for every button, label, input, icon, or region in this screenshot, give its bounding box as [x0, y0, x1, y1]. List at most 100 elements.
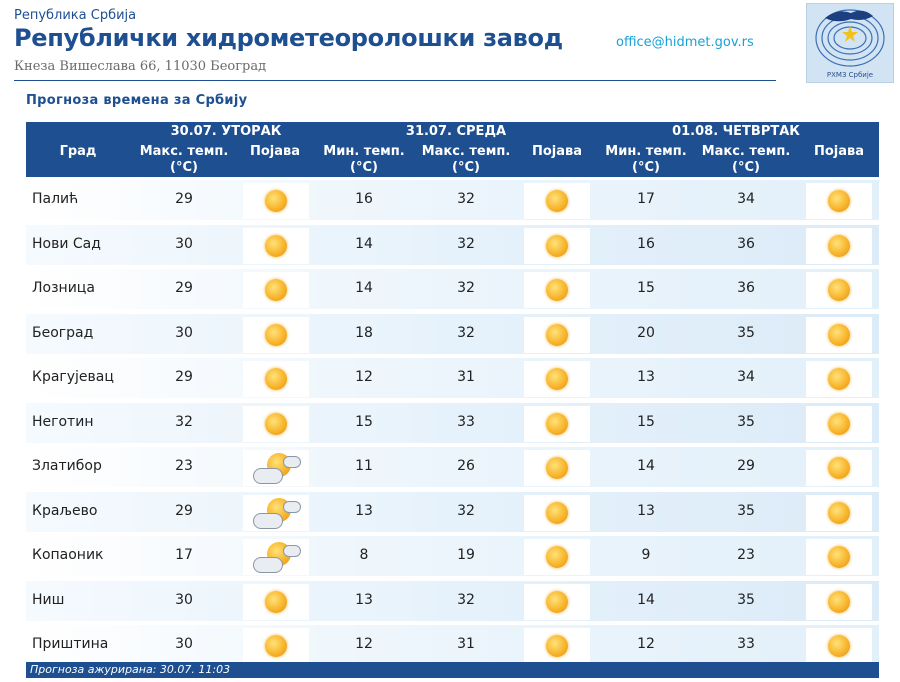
d2-min-value: 16 — [355, 191, 373, 207]
sunny-icon — [243, 583, 309, 620]
d2-max-value: 31 — [457, 636, 475, 652]
sunny-icon — [243, 361, 309, 397]
republic-label: Република Србија — [14, 8, 137, 23]
d3-min-value: 14 — [637, 591, 655, 608]
sunny-icon — [806, 450, 872, 486]
logo-lettering: РХМЗ Србије — [827, 71, 873, 79]
d3-max-value: 35 — [737, 413, 755, 430]
d2-max-value: 33 — [457, 413, 475, 430]
city-name[interactable]: Лозница — [32, 280, 95, 296]
sunny-icon — [243, 183, 309, 219]
d3-min-value: 13 — [637, 369, 655, 385]
city-name[interactable]: Крагујевац — [32, 369, 114, 385]
d3-max-header: Макс. темп. — [701, 144, 791, 159]
d3-min-value: 15 — [637, 413, 655, 430]
d3-max-value: 36 — [737, 235, 755, 252]
city-name[interactable]: Нови Сад — [32, 235, 101, 252]
table-row: Палић 29 16 32 17 34 — [26, 178, 879, 223]
d1-max-value: 30 — [175, 324, 193, 341]
sunny-icon — [806, 405, 872, 442]
day2-header: 31.07. СРЕДА — [405, 124, 507, 139]
sunny-icon — [806, 272, 872, 308]
d1-max-value: 32 — [175, 413, 193, 430]
city-name[interactable]: Приштина — [32, 636, 109, 652]
d2-min-value: 15 — [355, 413, 373, 430]
d3-min-header: Мин. темп. — [605, 144, 687, 159]
sunny-icon — [806, 494, 872, 531]
d2-min-value: 12 — [355, 636, 373, 652]
d3-max-value: 35 — [737, 591, 755, 608]
city-name[interactable]: Београд — [32, 324, 94, 341]
row-band — [26, 269, 879, 309]
d3-max-value: 35 — [737, 502, 755, 519]
sunny-icon — [806, 316, 872, 353]
d3-max-value: 35 — [737, 324, 755, 341]
sunny-icon — [806, 539, 872, 575]
d2-min-value: 8 — [359, 547, 369, 563]
d3-min-value: 20 — [637, 324, 655, 341]
table-row: Ниш 30 13 32 14 35 — [26, 579, 879, 624]
row-band — [26, 180, 879, 220]
sunny-icon — [806, 183, 872, 219]
d3-min-unit: (°C) — [632, 160, 660, 175]
d3-max-value: 34 — [737, 369, 755, 385]
d2-min-value: 11 — [355, 458, 373, 474]
d2-max-value: 32 — [457, 235, 475, 252]
table-row: Приштина 30 12 31 12 33 — [26, 623, 879, 668]
sunny-icon — [243, 272, 309, 308]
d3-min-value: 17 — [637, 191, 655, 207]
d1-max-header: Макс. темп. — [139, 144, 229, 159]
d2-max-header: Макс. темп. — [421, 144, 511, 159]
table-row: Краљево 29 13 32 13 35 — [26, 490, 879, 535]
city-name[interactable]: Копаоник — [32, 547, 104, 563]
table-header: 30.07. УТОРАК 31.07. СРЕДА 01.08. ЧЕТВРТ… — [26, 122, 879, 177]
row-band — [26, 447, 879, 487]
d1-max-unit: (°C) — [170, 160, 198, 175]
table-row: Нови Сад 30 14 32 16 36 — [26, 223, 879, 268]
d2-min-value: 13 — [355, 591, 373, 608]
d2-min-value: 13 — [355, 502, 373, 519]
sunny-icon — [524, 183, 590, 219]
d2-max-value: 32 — [457, 191, 475, 207]
row-band — [26, 402, 879, 443]
d3-min-value: 13 — [637, 502, 655, 519]
row-band — [26, 358, 879, 398]
forecast-title: Прогноза времена за Србију — [26, 93, 248, 108]
sunny-icon — [524, 316, 590, 353]
sunny-icon — [524, 272, 590, 308]
row-band — [26, 536, 879, 576]
institute-logo[interactable]: РХМЗ Србије — [806, 3, 894, 83]
row-band — [26, 224, 879, 265]
d3-max-value: 34 — [737, 191, 755, 207]
row-band — [26, 580, 879, 621]
d1-max-value: 17 — [175, 547, 193, 563]
d2-max-value: 19 — [457, 547, 475, 563]
email-link[interactable]: office@hidmet.gov.rs — [616, 35, 754, 50]
d1-max-value: 29 — [175, 502, 193, 519]
d3-max-unit: (°C) — [732, 160, 760, 175]
city-name[interactable]: Палић — [32, 191, 79, 207]
city-name[interactable]: Краљево — [32, 502, 98, 519]
address-text: Кнеза Вишеслава 66, 11030 Београд — [14, 59, 267, 74]
partly-cloudy-icon — [243, 539, 309, 575]
d1-max-value: 30 — [175, 591, 193, 608]
d3-min-value: 9 — [641, 547, 651, 563]
sunny-icon — [806, 361, 872, 397]
sunny-icon — [806, 227, 872, 264]
header-divider — [14, 80, 776, 81]
city-name[interactable]: Златибор — [32, 458, 102, 474]
d1-max-value: 30 — [175, 636, 193, 652]
d2-max-value: 31 — [457, 369, 475, 385]
row-band — [26, 313, 879, 354]
table-row: Лозница 29 14 32 15 36 — [26, 267, 879, 312]
row-band — [26, 625, 879, 665]
city-name[interactable]: Ниш — [32, 591, 65, 608]
institute-title[interactable]: Републички хидрометеоролошки завод — [14, 24, 563, 52]
sunny-icon — [524, 450, 590, 486]
city-col-header: Град — [59, 144, 97, 159]
d3-max-value: 33 — [737, 636, 755, 652]
update-time: Прогноза ажурирана: 30.07. 11:03 — [30, 663, 231, 676]
d1-max-value: 29 — [175, 191, 193, 207]
city-name[interactable]: Неготин — [32, 413, 94, 430]
sunny-icon — [524, 227, 590, 264]
